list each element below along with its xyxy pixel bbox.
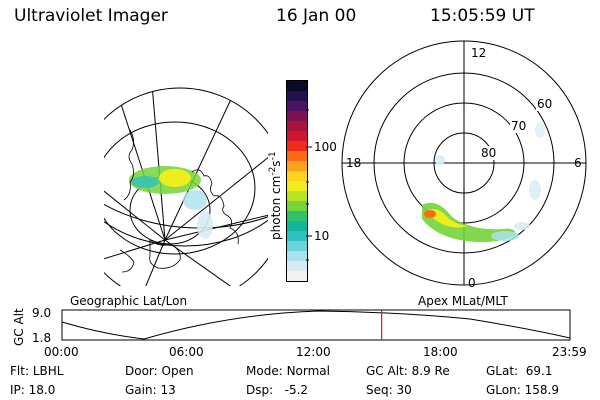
timeline-frame <box>61 309 571 341</box>
apex-panel-caption: Apex MLat/MLT <box>418 294 508 308</box>
meridian-line <box>164 88 241 241</box>
colorbar-segment <box>287 161 307 171</box>
mlt-label-0: 0 <box>468 276 476 290</box>
flt-readout: Flt: LBHL <box>10 364 64 378</box>
colorbar-segment <box>287 121 307 131</box>
colorbar-tick-high: 100 <box>314 140 337 154</box>
ip-readout: IP: 18.0 <box>10 383 56 397</box>
aurora-emission <box>183 190 207 210</box>
aurora-oval <box>514 222 530 230</box>
aurora-oval <box>491 231 519 241</box>
timeline-tick-1800: 18:00 <box>423 345 458 359</box>
mode-readout: Mode: Normal <box>246 364 330 378</box>
colorbar-segment <box>287 151 307 161</box>
aurora-oval <box>435 155 445 165</box>
glat-readout: GLat: 69.1 <box>486 364 553 378</box>
gain-readout: Gain: 13 <box>125 383 176 397</box>
app-title: Ultraviolet Imager <box>14 6 168 26</box>
colorbar-segment <box>287 241 307 251</box>
colorbar-segment <box>287 221 307 231</box>
time-readout: 15:05:59 UT <box>430 6 535 26</box>
colorbar-segment <box>287 91 307 101</box>
flt-value: LBHL <box>32 364 64 378</box>
earth-limb <box>104 87 268 286</box>
colorbar-segment <box>287 111 307 121</box>
aurora-oval <box>535 122 545 138</box>
latitude-line <box>104 88 268 247</box>
gain-value: 13 <box>160 383 176 397</box>
geographic-panel-caption: Geographic Lat/Lon <box>70 294 188 308</box>
coastline <box>123 129 134 201</box>
meridian-line <box>139 239 166 286</box>
coastline <box>119 249 135 273</box>
colorbar-segment <box>287 251 307 261</box>
colorbar-segment <box>287 231 307 241</box>
mlat-label-80: 80 <box>480 146 498 160</box>
colorbar-segment <box>287 271 307 281</box>
meridian-line <box>104 239 166 261</box>
meridian-line <box>164 209 268 241</box>
meridian-line <box>164 239 251 286</box>
colorbar-segment <box>287 211 307 221</box>
glon-readout: GLon: 158.9 <box>486 383 559 397</box>
colorbar-segment <box>287 171 307 181</box>
aurora-oval <box>529 180 541 200</box>
timeline-tick-1200: 12:00 <box>296 345 331 359</box>
coastline <box>149 239 181 269</box>
colorbar-segment <box>287 131 307 141</box>
ip-value: 18.0 <box>28 383 56 397</box>
aurora-oval <box>424 210 436 218</box>
timeline-tick-2359: 23:59 <box>552 345 587 359</box>
colorbar-segment <box>287 261 307 271</box>
colorbar <box>286 80 308 282</box>
date-readout: 16 Jan 00 <box>276 6 357 26</box>
door-value: Open <box>161 364 194 378</box>
aurora-oval <box>422 202 516 243</box>
coastline <box>191 169 239 245</box>
colorbar-segment <box>287 201 307 211</box>
timeline-tick-0000: 00:00 <box>44 345 79 359</box>
latitude-line <box>104 121 256 255</box>
colorbar-segment <box>287 141 307 151</box>
colorbar-segment <box>287 81 307 91</box>
timeline-tick-0600: 06:00 <box>169 345 204 359</box>
glon-value: 158.9 <box>524 383 559 397</box>
gcalt-value: 8.9 Re <box>411 364 450 378</box>
door-readout: Door: Open <box>125 364 194 378</box>
meridian-line <box>164 139 268 241</box>
colorbar-segment <box>287 181 307 191</box>
meridian-line <box>104 179 166 241</box>
colorbar-segment <box>287 101 307 111</box>
aurora-emission <box>131 176 159 188</box>
gc-altitude-curve <box>61 310 571 340</box>
timeline-y-bottom: 1.8 <box>32 331 52 345</box>
mlt-label-12: 12 <box>471 46 487 60</box>
aurora-emission <box>159 169 191 187</box>
gcalt-readout: GC Alt: 8.9 Re <box>366 364 450 378</box>
mlat-label-60: 60 <box>536 97 554 111</box>
colorbar-tick-low: 10 <box>314 229 330 243</box>
aurora-emission <box>197 211 213 239</box>
seq-value: 30 <box>396 383 412 397</box>
dsp-readout: Dsp: -5.2 <box>246 383 309 397</box>
seq-readout: Seq: 30 <box>366 383 412 397</box>
aurora-oval <box>428 209 468 228</box>
dsp-value: -5.2 <box>284 383 309 397</box>
colorbar-segment <box>287 191 307 201</box>
mode-value: Normal <box>286 364 330 378</box>
mlt-label-6: 6 <box>574 156 582 170</box>
timeline-y-top: 9.0 <box>32 306 52 320</box>
mlat-label-70: 70 <box>510 119 528 133</box>
glat-value: 69.1 <box>525 364 553 378</box>
mlt-label-18: 18 <box>346 156 362 170</box>
